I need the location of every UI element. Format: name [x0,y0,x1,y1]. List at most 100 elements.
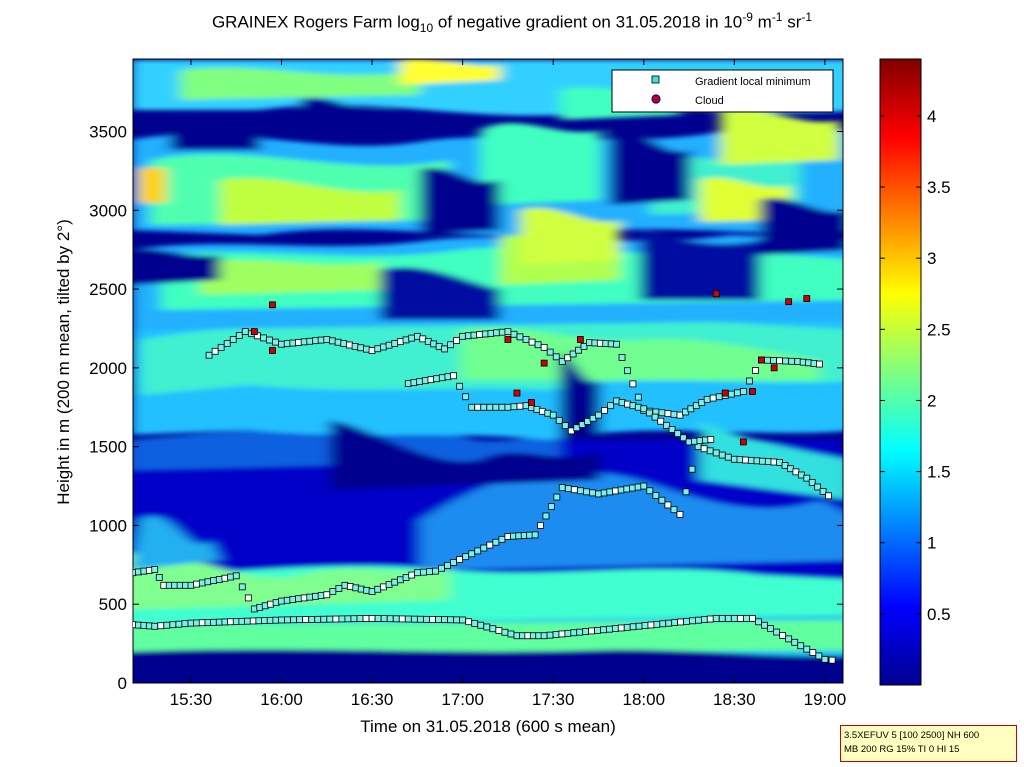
gradient-minimum-marker [335,585,343,592]
gradient-minimum-marker [595,490,602,498]
gradient-minimum-marker [374,615,382,622]
gradient-minimum-marker [323,591,331,599]
colorbar: 0.5 1 1.5 2 2.5 3 3.5 4 [879,58,951,686]
gradient-minimum-marker [504,328,512,336]
gradient-minimum-marker [553,493,561,501]
gradient-minimum-marker [329,588,337,596]
gradient-minimum-marker [752,367,759,374]
gradient-minimum-marker [510,403,518,411]
gradient-minimum-marker [700,445,708,453]
gradient-minimum-marker [606,488,614,496]
gradient-minimum-marker [646,409,653,417]
colorbar-tick-label: 3.5 [927,178,951,197]
gradient-minimum-marker [492,538,500,546]
gradient-minimum-marker [712,449,720,457]
gradient-minimum-marker [498,328,506,336]
gradient-minimum-marker [266,336,273,344]
gradient-minimum-marker [528,338,536,346]
gradient-minimum-marker [169,621,177,629]
colorbar-tick-label: 3 [927,249,936,268]
gradient-minimum-marker [278,597,285,605]
gradient-minimum-marker [764,458,772,466]
gradient-minimum-marker [718,451,726,459]
gradient-minimum-marker [346,341,353,349]
gradient-minimum-marker [727,390,735,398]
gradient-minimum-marker [815,652,823,660]
legend-square-marker [651,75,660,84]
gradient-minimum-marker [540,343,548,351]
gradient-minimum-marker [386,615,394,623]
gradient-minimum-marker [249,617,257,625]
gradient-field [133,59,843,683]
gradient-minimum-marker [583,488,590,496]
gradient-minimum-marker [438,374,446,382]
gradient-minimum-marker [582,628,590,635]
gradient-minimum-marker [344,615,352,623]
gradient-minimum-marker [338,615,346,623]
gradient-minimum-marker [542,512,550,520]
gradient-minimum-marker [157,622,165,630]
gradient-minimum-marker [163,621,171,629]
cloud-marker [770,364,778,372]
gradient-minimum-marker [368,347,376,354]
gradient-minimum-marker [814,483,822,491]
x-tick-label: 16:00 [260,690,303,709]
gradient-minimum-marker [658,409,666,417]
gradient-minimum-marker [561,422,569,430]
gradient-minimum-marker [576,628,584,636]
cloud-marker [712,290,720,298]
gradient-minimum-marker [613,340,620,348]
gradient-minimum-marker [151,622,159,630]
gradient-minimum-marker [651,413,659,421]
gradient-minimum-marker [570,629,578,637]
gradient-minimum-marker [652,492,660,499]
gradient-minimum-marker [450,372,457,380]
gradient-minimum-marker [695,616,702,624]
gradient-minimum-marker [238,583,246,591]
gradient-minimum-marker [306,593,314,601]
gradient-minimum-marker [676,510,684,518]
gradient-minimum-marker [657,417,665,425]
gradient-minimum-marker [385,341,393,349]
gradient-minimum-marker [398,615,406,623]
gradient-minimum-marker [498,535,506,543]
legend: Gradient local minimum Cloud [611,69,834,113]
gradient-minimum-marker [198,579,206,587]
gradient-minimum-marker [402,574,410,581]
gradient-minimum-marker [462,393,470,401]
gradient-minimum-marker [492,403,500,411]
gradient-minimum-marker [426,568,433,576]
gradient-minimum-marker [410,379,418,387]
gradient-minimum-marker [730,455,738,463]
gradient-minimum-marker [658,496,666,504]
gradient-minimum-marker [229,336,237,343]
x-tick-label: 17:00 [441,690,484,709]
gradient-minimum-marker [782,357,790,365]
gradient-minimum-marker [210,618,217,626]
gradient-minimum-marker [468,403,476,411]
gradient-minimum-marker [332,615,340,623]
gradient-minimum-marker [151,566,159,573]
gradient-minimum-marker [241,328,249,336]
gradient-minimum-marker [770,458,778,466]
gradient-minimum-marker [476,331,484,338]
gradient-minimum-marker [540,632,548,640]
cloud-marker [749,388,756,395]
gradient-minimum-marker [558,358,566,365]
gradient-minimum-marker [456,556,464,563]
gradient-minimum-marker [419,568,427,576]
gradient-minimum-marker [683,617,690,625]
gradient-minimum-marker [368,614,376,622]
gradient-minimum-marker [295,339,302,346]
cloud-marker [803,295,811,302]
y-tick-label: 2000 [89,359,127,378]
gradient-minimum-marker [606,625,613,633]
gradient-minimum-marker [816,360,823,368]
gradient-minimum-marker [260,334,267,342]
info-line-1: 3.5XEFUV 5 [100 2500] NH 600 [844,730,980,741]
cloud-marker [758,356,765,364]
gradient-minimum-marker [640,482,648,490]
gradient-minimum-marker [688,465,696,473]
gradient-minimum-marker [679,434,687,442]
